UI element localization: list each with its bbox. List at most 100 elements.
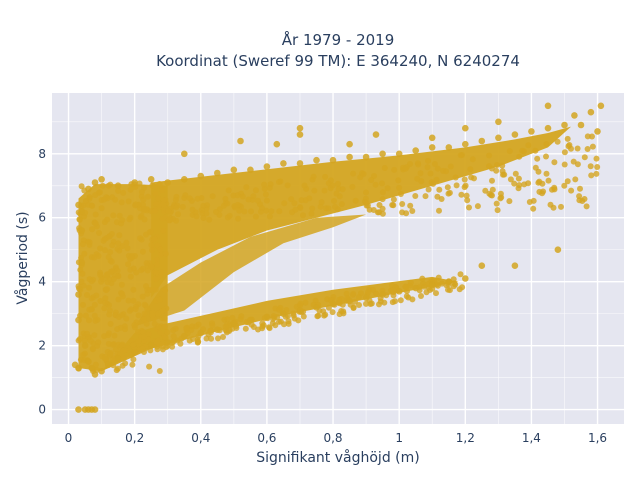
cloud-point	[335, 180, 341, 187]
cloud-point	[78, 278, 85, 285]
data-point	[75, 201, 82, 209]
data-point	[395, 288, 403, 295]
cloud-point	[402, 165, 409, 172]
data-point	[428, 134, 436, 142]
cloud-point	[165, 208, 172, 214]
cloud-point	[543, 141, 550, 147]
cloud-point	[86, 276, 93, 283]
cloud-point	[486, 163, 492, 170]
data-point	[478, 137, 486, 145]
cloud-point	[340, 308, 347, 315]
cloud-point	[162, 250, 169, 257]
cloud-point	[440, 167, 447, 174]
cloud-point	[143, 231, 149, 238]
cloud-point	[438, 196, 445, 202]
cloud-point	[189, 323, 196, 330]
y-tick-label: 0	[38, 403, 46, 417]
cloud-point	[137, 235, 144, 242]
cloud-point	[104, 216, 111, 223]
cloud-point	[130, 297, 137, 304]
cloud-middle-fan	[134, 214, 367, 327]
data-point	[412, 284, 420, 292]
data-point	[462, 124, 469, 132]
cloud-point	[554, 138, 561, 145]
cloud-point	[422, 193, 429, 200]
cloud-point	[124, 245, 131, 252]
data-point	[181, 332, 188, 340]
cloud-point	[594, 164, 601, 170]
cloud-point	[338, 201, 345, 208]
cloud-point	[136, 180, 143, 187]
cloud-point	[154, 242, 161, 249]
cloud-point	[230, 192, 237, 199]
data-point	[85, 358, 92, 365]
cloud-point	[494, 207, 501, 214]
cloud-point	[105, 330, 112, 337]
cloud-point	[532, 147, 539, 154]
cloud-point	[397, 297, 404, 304]
data-point	[81, 342, 89, 349]
cloud-point	[288, 196, 295, 203]
cloud-point	[175, 211, 182, 218]
cloud-point	[497, 195, 504, 202]
cloud-point	[169, 343, 176, 350]
cloud-point	[225, 187, 232, 194]
cloud-point	[266, 324, 272, 331]
cloud-point	[281, 200, 288, 207]
cloud-point	[525, 142, 532, 149]
cloud-point	[109, 341, 116, 348]
data-points	[71, 102, 605, 413]
cloud-point	[444, 184, 451, 191]
cloud-point	[92, 192, 99, 199]
cloud-point	[281, 321, 287, 328]
data-point	[428, 144, 436, 151]
cloud-point	[147, 287, 154, 293]
cloud-point	[84, 330, 90, 337]
cloud-point	[102, 247, 108, 254]
cloud-point	[581, 196, 588, 202]
data-point	[577, 121, 585, 129]
cloud-point	[499, 162, 506, 169]
cloud-point	[126, 216, 133, 223]
cloud-point	[98, 205, 105, 212]
cloud-point	[102, 295, 109, 302]
cloud-point	[418, 293, 424, 299]
cloud-point	[92, 361, 99, 368]
cloud-point	[403, 293, 410, 300]
cloud-point	[122, 360, 129, 367]
cloud-point	[447, 163, 454, 170]
cloud-point	[417, 170, 424, 177]
cloud-point	[297, 300, 304, 307]
cloud-point	[291, 200, 298, 207]
cloud-point	[88, 295, 95, 302]
cloud-point	[151, 208, 158, 215]
x-tick-label: 1,2	[456, 431, 475, 445]
cloud-point	[132, 306, 139, 313]
chart-title: År 1979 - 2019	[282, 30, 395, 49]
x-tick-label: 0,4	[191, 431, 210, 445]
cloud-point	[267, 181, 274, 188]
data-point	[104, 361, 112, 369]
cloud-point	[114, 326, 121, 333]
data-point	[114, 355, 122, 362]
cloud-point	[384, 185, 391, 192]
cloud-point	[90, 346, 96, 353]
cloud-point	[127, 186, 134, 193]
cloud-point	[119, 355, 126, 362]
cloud-point	[308, 210, 315, 217]
cloud-point	[86, 239, 93, 246]
cloud-point	[138, 213, 145, 219]
cloud-point	[164, 329, 171, 336]
cloud-point	[129, 361, 136, 368]
cloud-point	[139, 265, 146, 272]
cloud-point	[161, 323, 168, 330]
data-point	[379, 150, 386, 158]
data-point	[296, 131, 304, 138]
cloud-point	[363, 199, 370, 206]
cloud-point	[368, 177, 375, 183]
cloud-point	[489, 177, 495, 184]
data-point	[273, 140, 281, 148]
cloud-point	[370, 286, 376, 293]
cloud-point	[111, 332, 118, 339]
cloud-point	[105, 254, 112, 261]
